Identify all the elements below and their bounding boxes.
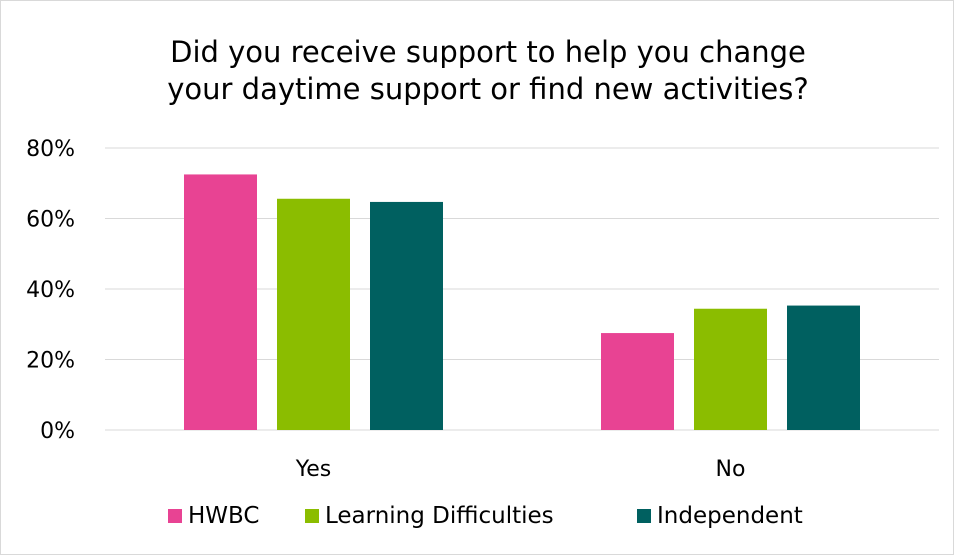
x-tick-label: No: [716, 457, 746, 482]
y-tick-label: 60%: [26, 208, 75, 233]
bar-yes-hwbc: [184, 174, 257, 430]
y-tick-label: 20%: [26, 349, 75, 374]
bar-no-hwbc: [601, 333, 674, 430]
bars: [184, 174, 860, 430]
x-tick-label: Yes: [295, 457, 332, 482]
legend-swatch-hwbc: [168, 509, 182, 523]
chart-title-line-1: Did you receive support to help you chan…: [170, 35, 806, 69]
y-tick-label: 40%: [26, 278, 75, 303]
legend-label: Learning Difficulties: [325, 503, 554, 529]
y-tick-label: 0%: [40, 419, 75, 444]
bar-no-independent: [787, 305, 860, 430]
chart-title-line-2: your daytime support or find new activit…: [167, 72, 809, 106]
legend: HWBC Learning Difficulties Independent: [168, 503, 803, 529]
y-axis-ticks: 0% 20% 40% 60% 80%: [26, 137, 75, 444]
x-axis-ticks: Yes No: [295, 457, 746, 482]
bar-yes-independent: [370, 201, 443, 430]
y-tick-label: 80%: [26, 137, 75, 162]
bar-yes-learning-difficulties: [277, 198, 350, 430]
bar-no-learning-difficulties: [694, 308, 767, 430]
legend-swatch-learning-difficulties: [305, 509, 319, 523]
legend-label: HWBC: [188, 503, 259, 529]
legend-label: Independent: [657, 503, 803, 529]
legend-swatch-independent: [637, 509, 651, 523]
